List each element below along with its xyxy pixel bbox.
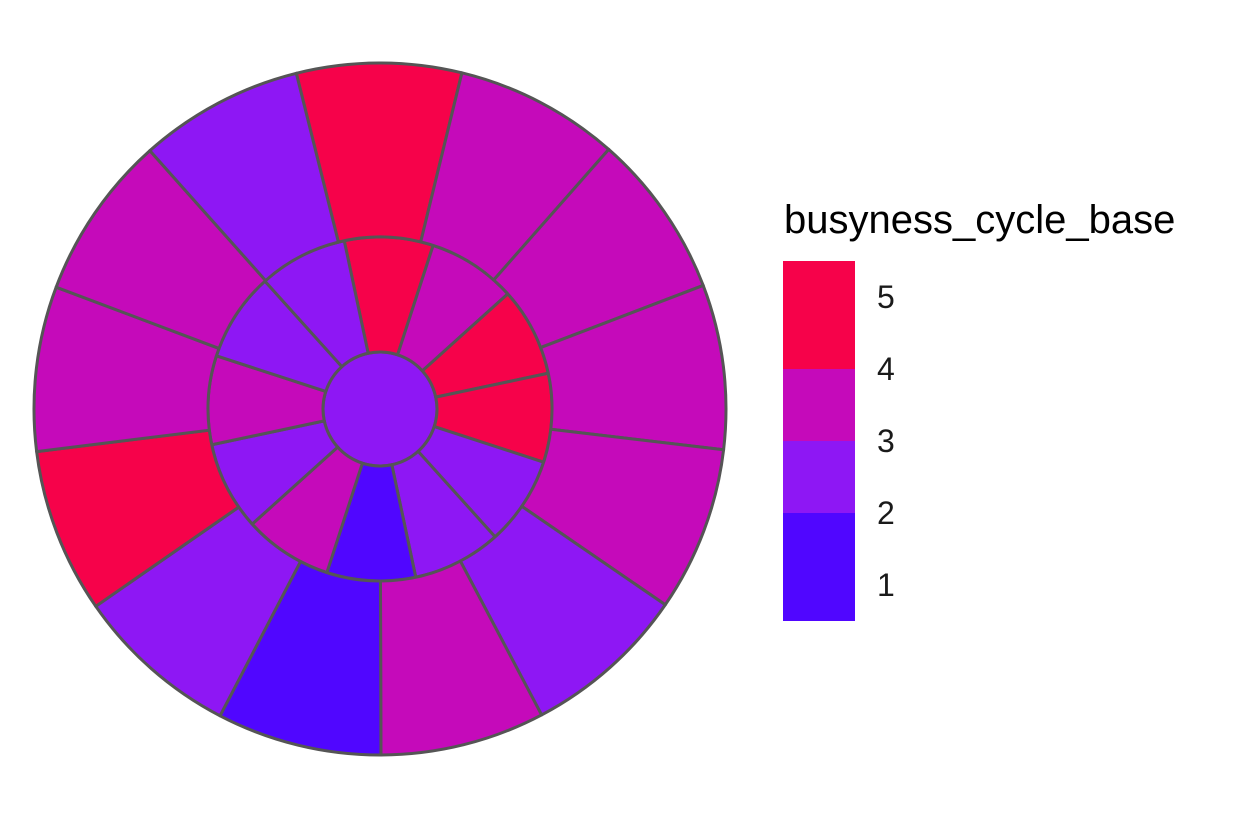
ring-level-2 — [32, 61, 728, 757]
legend-colorbar — [783, 261, 855, 621]
legend-tick-label: 3 — [877, 423, 895, 459]
legend-tick-label: 1 — [877, 567, 895, 603]
ring-level-1 — [206, 235, 554, 583]
legend-color-block — [783, 513, 855, 621]
legend-tick-label: 2 — [877, 495, 895, 531]
sunburst-rings — [32, 61, 728, 757]
legend-title: busyness_cycle_base — [784, 198, 1175, 242]
legend-tick-label: 4 — [877, 351, 895, 387]
legend-tick-labels: 1 2 3 4 5 — [877, 279, 895, 603]
legend-color-block — [783, 441, 855, 513]
legend-tick-label: 5 — [877, 279, 895, 315]
sunburst-segment — [148, 71, 340, 283]
legend-color-block — [783, 369, 855, 441]
legend-color-block — [783, 261, 855, 369]
legend: busyness_cycle_base 1 2 3 4 5 — [783, 198, 1175, 621]
